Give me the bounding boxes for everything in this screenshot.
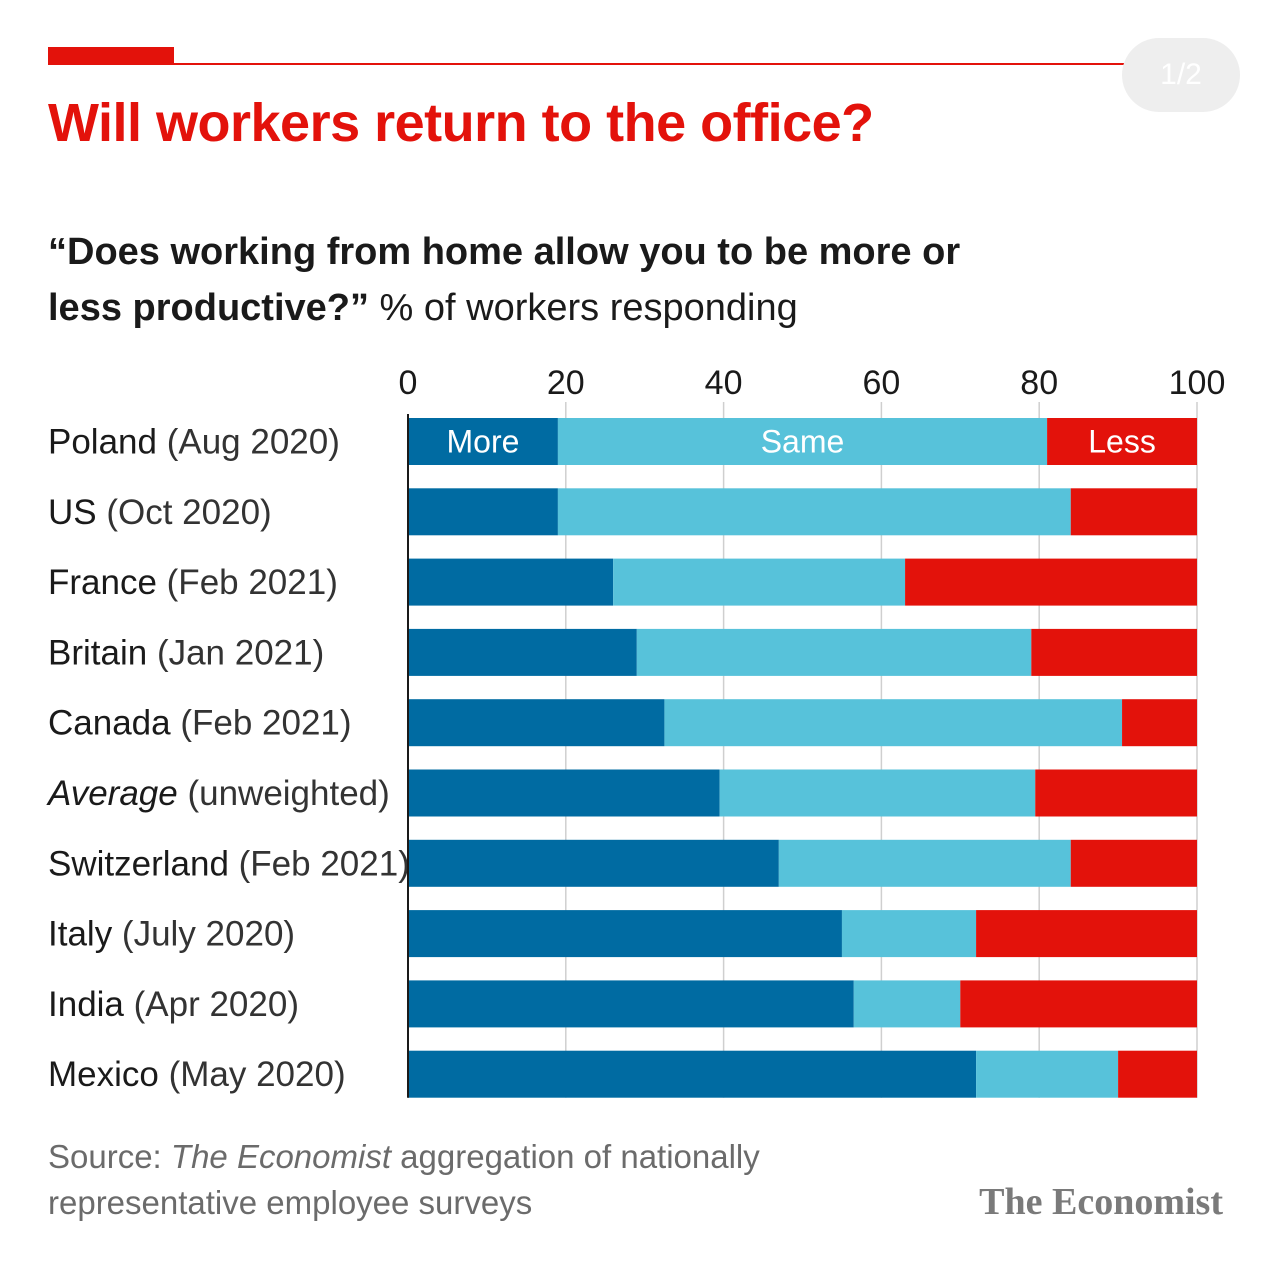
bar-less-india — [960, 980, 1197, 1028]
subtitle-question: “Does working from home allow you to be … — [48, 231, 961, 329]
stacked-bar-chart: 0 20 40 60 80 100 More Same Less Poland (Aug 2020… — [46, 364, 1226, 1098]
top-accent-tag — [48, 47, 174, 64]
category-label: India (Apr 2020) — [48, 985, 299, 1024]
bar-same-india — [853, 980, 961, 1028]
bar-more-canada — [408, 699, 665, 747]
category-date: (May 2020) — [169, 1055, 346, 1094]
bar-same-italy — [841, 910, 977, 958]
category-label: US (Oct 2020) — [48, 493, 272, 532]
category-name: Mexico — [48, 1055, 169, 1094]
source-publication: The Economist — [170, 1138, 391, 1175]
category-name: Britain — [48, 633, 157, 672]
bar-less-us — [1070, 488, 1197, 536]
bar-same-france — [613, 558, 906, 606]
subtitle-unit: % of workers responding — [368, 287, 798, 329]
category-name: France — [48, 563, 167, 602]
bar-more-poland — [408, 418, 558, 465]
category-date: (Feb 2021) — [167, 563, 338, 602]
category-label: Mexico (May 2020) — [48, 1055, 346, 1094]
category-name: Italy — [48, 915, 122, 954]
category-label: Britain (Jan 2021) — [48, 633, 324, 672]
category-name: India — [48, 985, 134, 1024]
chart-title: Will workers return to the office? — [48, 93, 874, 153]
bar-same-poland — [557, 418, 1048, 465]
bar-less-britain — [1031, 628, 1197, 676]
category-label: Italy (July 2020) — [48, 915, 295, 954]
bar-same-britain — [636, 628, 1032, 676]
bar-same-mexico — [976, 1050, 1119, 1098]
bar-more-britain — [408, 628, 637, 676]
bar-same-us — [557, 488, 1071, 536]
bar-less-poland — [1047, 418, 1197, 465]
category-date: (unweighted) — [187, 774, 389, 813]
source-description: aggregation of nationally representative… — [48, 1138, 760, 1221]
series-label-more: More — [447, 424, 520, 460]
economist-logo: The Economist — [979, 1181, 1223, 1223]
x-tick-label-100: 100 — [1169, 364, 1226, 402]
series-label-less: Less — [1088, 424, 1156, 460]
bar-more-italy — [408, 910, 842, 958]
category-date: (Apr 2020) — [134, 985, 299, 1024]
category-label: Switzerland (Feb 2021) — [48, 844, 410, 883]
source-prefix: Source: — [48, 1138, 171, 1175]
bar-more-mexico — [408, 1050, 977, 1098]
x-tick-label-0: 0 — [399, 364, 418, 402]
bar-more-us — [408, 488, 558, 536]
source-note: Source: The Economist aggregation of nat… — [48, 1134, 848, 1226]
category-date: (Feb 2021) — [239, 844, 410, 883]
category-date: (Feb 2021) — [180, 704, 351, 743]
x-tick-label-60: 60 — [862, 364, 900, 402]
bar-less-mexico — [1118, 1050, 1197, 1098]
category-name: Canada — [48, 704, 180, 743]
bar-more-india — [408, 980, 854, 1028]
bar-less-italy — [976, 910, 1197, 958]
bar-same-canada — [664, 699, 1123, 747]
bar-less-canada — [1122, 699, 1197, 747]
x-tick-label-40: 40 — [705, 364, 743, 402]
bar-more-france — [408, 558, 614, 606]
category-name: Poland — [48, 423, 167, 462]
top-accent-rule — [48, 63, 1228, 65]
bar-more-switzerland — [408, 839, 779, 887]
category-date: (Oct 2020) — [106, 493, 271, 532]
category-label: Average (unweighted) — [46, 774, 390, 813]
category-label: Poland (Aug 2020) — [48, 423, 340, 462]
category-label: Canada (Feb 2021) — [48, 704, 352, 743]
category-date: (Aug 2020) — [167, 423, 340, 462]
category-date: (Jan 2021) — [157, 633, 324, 672]
category-name: US — [48, 493, 106, 532]
bar-less-france — [905, 558, 1197, 606]
category-date: (July 2020) — [122, 915, 295, 954]
x-tick-label-80: 80 — [1020, 364, 1058, 402]
page-indicator[interactable]: 1/2 — [1122, 38, 1240, 112]
bar-same-average — [719, 769, 1036, 817]
category-name: Average — [46, 774, 187, 813]
bar-more-average — [408, 769, 720, 817]
category-name: Switzerland — [48, 844, 239, 883]
bar-same-switzerland — [778, 839, 1071, 887]
chart-subtitle: “Does working from home allow you to be … — [48, 224, 1028, 336]
category-label: France (Feb 2021) — [48, 563, 338, 602]
series-label-same: Same — [761, 424, 845, 460]
x-tick-label-20: 20 — [547, 364, 585, 402]
bar-less-switzerland — [1070, 839, 1197, 887]
bar-less-average — [1035, 769, 1197, 817]
